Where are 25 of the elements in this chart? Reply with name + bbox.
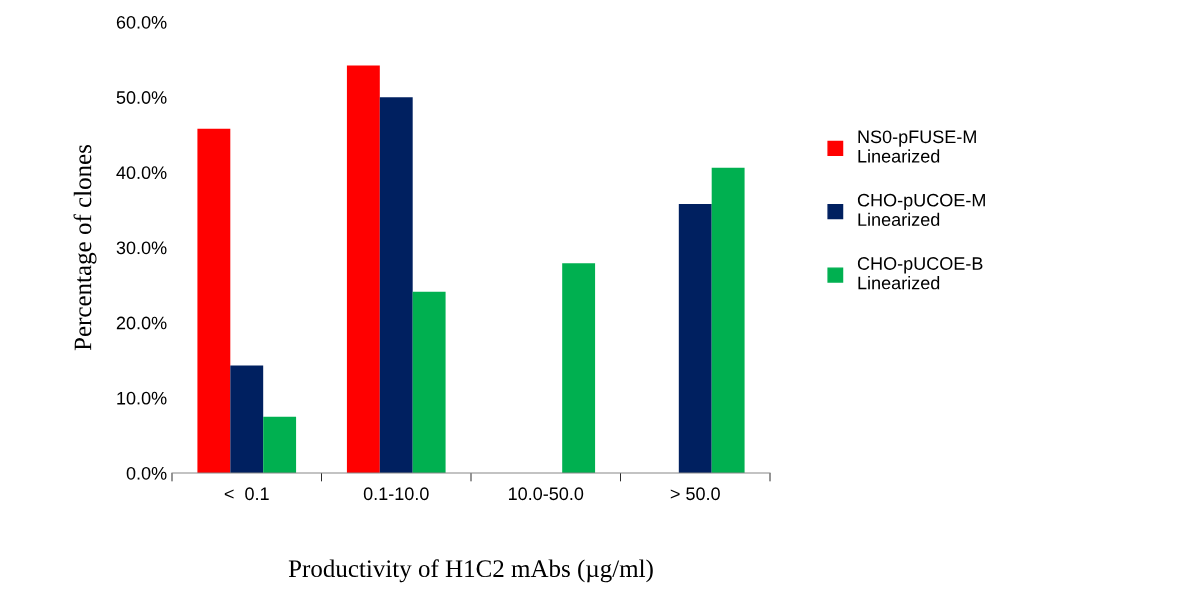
x-axis-title: Productivity of H1C2 mAbs (µg/ml)	[288, 559, 653, 583]
y-tick-label: 40.0%	[116, 166, 167, 180]
y-tick-label: 50.0%	[116, 91, 167, 104]
bar	[346, 65, 380, 473]
bar	[230, 365, 264, 473]
y-tick-label: 30.0%	[116, 241, 167, 255]
bar	[379, 97, 413, 473]
x-tick-label: > 50.0	[670, 487, 720, 501]
y-tick-label: 20.0%	[116, 316, 167, 330]
bar	[678, 203, 712, 473]
x-tick-label: 10.0-50.0	[508, 487, 584, 501]
bar	[197, 128, 231, 473]
x-tick-label: 0.1-10.0	[363, 487, 429, 501]
bar	[562, 263, 596, 473]
legend-label: CHO-pUCOE-M Linearized	[857, 193, 985, 226]
bar	[711, 167, 745, 473]
bar	[412, 291, 446, 473]
legend-label: CHO-pUCOE-B Linearized	[857, 257, 983, 290]
y-tick-label: 60.0%	[116, 15, 167, 29]
y-axis-title: Percentage of clones	[73, 144, 97, 351]
x-tick-label: < 0.1	[224, 487, 269, 501]
y-tick-label: 0.0%	[126, 466, 167, 480]
legend-label: NS0-pFUSE-M Linearized	[858, 130, 976, 163]
y-tick-label: 10.0%	[117, 391, 167, 405]
bar	[263, 416, 297, 473]
